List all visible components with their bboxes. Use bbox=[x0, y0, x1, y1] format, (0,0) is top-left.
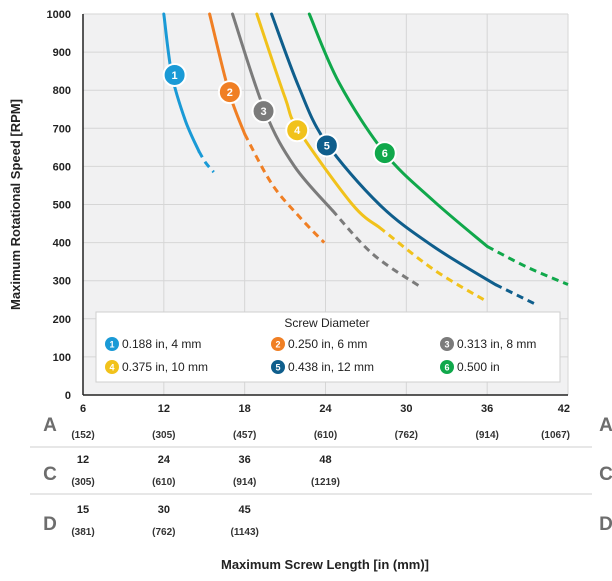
series-badge-label: 3 bbox=[260, 106, 266, 118]
x-tick-mm-label: (457) bbox=[233, 430, 256, 441]
legend-badge-label: 4 bbox=[109, 363, 114, 373]
x-tick-label: 15 bbox=[77, 504, 89, 516]
series-line-dashed-3 bbox=[331, 209, 421, 288]
x-tick-label: 30 bbox=[400, 403, 412, 415]
series-line-dashed-1 bbox=[197, 150, 215, 174]
x-tick-label: 6 bbox=[80, 403, 86, 415]
series-line-dashed-2 bbox=[243, 133, 326, 244]
x-tick-mm-label: (762) bbox=[395, 430, 418, 441]
y-tick-label: 1000 bbox=[47, 9, 71, 21]
row-letter-right: D bbox=[599, 514, 612, 535]
y-tick-label: 500 bbox=[53, 200, 71, 212]
x-tick-mm-label: (1067) bbox=[541, 430, 570, 441]
series-badge-2 bbox=[217, 80, 242, 105]
y-tick-label: 300 bbox=[53, 276, 71, 288]
legend-badge-2 bbox=[271, 337, 285, 351]
series-badge-label: 5 bbox=[324, 140, 330, 152]
legend-badge-3 bbox=[440, 337, 454, 351]
x-tick-mm-label: (1219) bbox=[311, 477, 340, 488]
x-tick-mm-label: (305) bbox=[71, 477, 94, 488]
row-letter-left: A bbox=[43, 415, 57, 436]
x-tick-label: 12 bbox=[158, 403, 170, 415]
series-line-5 bbox=[270, 12, 497, 286]
y-tick-label: 700 bbox=[53, 123, 71, 135]
legend-item: 0.188 in, 4 mm bbox=[122, 337, 201, 351]
series-badge-label: 2 bbox=[227, 87, 233, 99]
row-letter-left: D bbox=[43, 514, 57, 535]
series-badge-4 bbox=[285, 118, 310, 143]
x-tick-mm-label: (1143) bbox=[230, 527, 258, 538]
x-tick-label: 36 bbox=[239, 454, 251, 466]
series-badge-6 bbox=[372, 141, 397, 166]
x-tick-label: 24 bbox=[158, 454, 171, 466]
series-badge-label: 6 bbox=[382, 148, 388, 160]
legend-badge-label: 5 bbox=[275, 363, 280, 373]
y-tick-label: 400 bbox=[53, 238, 71, 250]
legend-badge-label: 2 bbox=[275, 340, 280, 350]
legend-item: 0.500 in bbox=[457, 360, 500, 374]
y-axis-title: Maximum Rotational Speed [RPM] bbox=[8, 99, 23, 310]
series-badge-label: 1 bbox=[172, 70, 178, 82]
legend: Screw Diameter 1 0.188 in, 4 mm 2 0.250 in, … bbox=[95, 311, 561, 383]
legend-badge-1 bbox=[105, 337, 119, 351]
x-tick-mm-label: (381) bbox=[71, 527, 94, 538]
y-tick-label: 600 bbox=[53, 161, 71, 173]
x-tick-mm-label: (152) bbox=[71, 430, 94, 441]
legend-badge-label: 6 bbox=[444, 363, 449, 373]
x-tick-mm-label: (914) bbox=[233, 477, 256, 488]
legend-badge-4 bbox=[105, 360, 119, 374]
x-tick-label: 24 bbox=[319, 403, 332, 415]
x-axis-rows: A A 6 (152) 12 (305) 18 (457) 24 (610) 30 (762) 36 (9… bbox=[30, 403, 612, 538]
legend-item: 0.250 in, 6 mm bbox=[288, 337, 367, 351]
x-tick-mm-label: (610) bbox=[314, 430, 337, 441]
legend-badge-6 bbox=[440, 360, 454, 374]
series-badge-3 bbox=[251, 99, 276, 124]
x-axis-title: Maximum Screw Length [in (mm)] bbox=[221, 557, 429, 572]
x-tick-label: 48 bbox=[319, 454, 331, 466]
y-axis: 0 100 200 300 400 500 600 700 800 900 1000 bbox=[47, 9, 71, 402]
y-tick-label: 0 bbox=[65, 390, 71, 402]
legend-box bbox=[95, 311, 561, 383]
series-badge-5 bbox=[314, 133, 339, 158]
series-group: 1 2 3 4 5 6 bbox=[162, 12, 569, 305]
x-tick-mm-label: (610) bbox=[152, 477, 175, 488]
x-tick-label: 42 bbox=[558, 403, 570, 415]
legend-badge-label: 1 bbox=[109, 340, 114, 350]
series-line-dashed-4 bbox=[378, 226, 488, 303]
row-letter-left: C bbox=[43, 464, 57, 485]
x-tick-label: 30 bbox=[158, 504, 170, 516]
series-badge-1 bbox=[162, 62, 187, 87]
y-tick-label: 100 bbox=[53, 352, 71, 364]
y-tick-label: 900 bbox=[53, 47, 71, 59]
row-letter-right: C bbox=[599, 464, 612, 485]
series-line-1 bbox=[162, 12, 201, 153]
x-tick-label: 36 bbox=[481, 403, 493, 415]
x-tick-mm-label: (305) bbox=[152, 430, 175, 441]
series-badge-label: 4 bbox=[294, 125, 301, 137]
y-tick-label: 800 bbox=[53, 85, 71, 97]
x-tick-mm-label: (762) bbox=[152, 527, 175, 538]
series-line-dashed-5 bbox=[494, 283, 535, 305]
legend-item: 0.375 in, 10 mm bbox=[122, 360, 208, 374]
y-tick-label: 200 bbox=[53, 314, 71, 326]
legend-badge-label: 3 bbox=[444, 340, 449, 350]
series-line-3 bbox=[231, 12, 334, 212]
x-tick-label: 18 bbox=[239, 403, 251, 415]
row-letter-right: A bbox=[599, 415, 612, 436]
x-tick-label: 12 bbox=[77, 454, 89, 466]
legend-title: Screw Diameter bbox=[284, 316, 369, 330]
legend-item: 0.438 in, 12 mm bbox=[288, 360, 374, 374]
x-tick-mm-label: (914) bbox=[475, 430, 498, 441]
legend-badge-5 bbox=[271, 360, 285, 374]
x-tick-label: 45 bbox=[239, 504, 251, 516]
legend-item: 0.313 in, 8 mm bbox=[457, 337, 536, 351]
